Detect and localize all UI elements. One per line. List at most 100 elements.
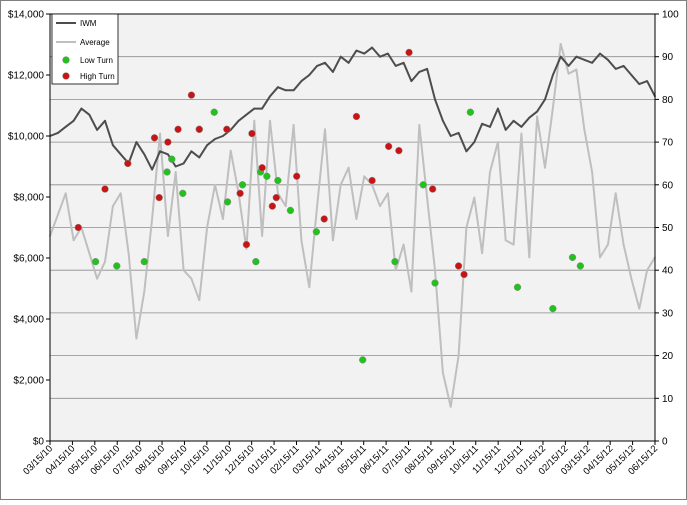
iwm-point <box>331 71 334 73</box>
high-turn-marker <box>150 134 159 142</box>
low-turn-marker <box>163 168 171 176</box>
average-point <box>646 269 649 272</box>
high-turn-marker <box>272 193 280 202</box>
low-turn-marker <box>274 176 282 185</box>
iwm-point <box>410 80 413 82</box>
iwm-point <box>166 153 169 156</box>
iwm-point <box>151 168 154 171</box>
average-point <box>127 252 130 255</box>
right-tick-label: 100 <box>662 10 679 21</box>
right-tick-label: 30 <box>662 308 674 319</box>
low-turn-marker <box>568 253 577 262</box>
high-turn-marker <box>368 176 376 185</box>
average-point <box>606 243 609 246</box>
iwm-point <box>512 119 515 122</box>
low-turn-marker <box>576 262 585 270</box>
iwm-point <box>599 52 601 55</box>
low-turn-marker <box>179 189 187 197</box>
average-point <box>331 239 334 242</box>
iwm-point <box>119 153 122 156</box>
average-point <box>496 141 499 144</box>
iwm-point <box>528 116 531 119</box>
iwm-point <box>646 80 649 82</box>
high-turn-marker <box>155 193 163 202</box>
right-tick-label: 10 <box>662 394 674 405</box>
iwm-point <box>559 55 562 58</box>
iwm-point <box>363 52 366 55</box>
high-turn-marker <box>174 125 182 133</box>
iwm-point <box>237 119 240 122</box>
iwm-point <box>544 98 546 101</box>
iwm-point <box>253 107 256 110</box>
legend-high-turn-label: High Turn <box>80 72 115 81</box>
average-point <box>434 269 436 272</box>
high-turn-marker <box>164 138 172 146</box>
iwm-point <box>96 129 99 131</box>
average-point <box>269 119 271 122</box>
iwm-point <box>606 58 609 61</box>
iwm-point <box>198 156 201 159</box>
iwm-point <box>418 71 421 73</box>
average-point <box>96 277 99 280</box>
series-iwm-line <box>49 46 656 171</box>
iwm-point <box>206 144 209 147</box>
average-point <box>536 115 539 118</box>
iwm-point <box>583 58 586 61</box>
average-point <box>363 175 366 178</box>
average-point <box>245 247 248 250</box>
iwm-point <box>261 107 264 110</box>
low-turn-marker <box>238 181 247 189</box>
iwm-point <box>308 74 311 76</box>
left-tick-label: $8,000 <box>13 193 44 204</box>
average-point <box>284 205 287 208</box>
low-turn-marker <box>91 258 100 266</box>
high-turn-marker <box>454 262 463 270</box>
low-turn-marker <box>513 283 522 291</box>
low-turn-marker <box>140 258 148 266</box>
iwm-point <box>630 74 633 76</box>
low-turn-marker <box>168 155 176 163</box>
right-tick-label: 80 <box>662 95 674 106</box>
legend-high-turn-marker <box>62 72 70 80</box>
iwm-point <box>159 150 161 153</box>
high-turn-marker <box>293 172 301 180</box>
iwm-point <box>434 98 436 101</box>
average-point <box>402 243 405 246</box>
average-point <box>182 269 185 272</box>
iwm-point <box>496 107 499 110</box>
high-turn-marker <box>428 185 437 193</box>
average-point <box>261 235 264 237</box>
left-tick-label: $4,000 <box>13 315 44 326</box>
right-tick-label: 70 <box>662 138 674 149</box>
iwm-point <box>339 55 342 58</box>
iwm-point <box>622 64 625 67</box>
average-point <box>347 166 350 169</box>
average-point <box>64 192 67 195</box>
average-point <box>276 192 279 195</box>
average-point <box>292 124 295 126</box>
low-turn-marker <box>312 228 321 236</box>
average-point <box>481 252 484 255</box>
high-turn-marker <box>187 91 196 99</box>
iwm-point <box>457 132 460 134</box>
iwm-point <box>300 80 303 82</box>
average-point <box>104 260 106 263</box>
average-point <box>465 226 468 229</box>
average-point <box>473 196 476 199</box>
right-tick-label: 0 <box>662 437 668 448</box>
average-point <box>410 290 413 293</box>
low-turn-marker <box>113 262 121 270</box>
low-turn-marker <box>223 198 232 206</box>
average-point <box>567 72 570 75</box>
iwm-point <box>214 138 216 140</box>
average-point <box>308 286 311 289</box>
average-point <box>174 171 177 173</box>
iwm-point <box>64 125 67 128</box>
legend-box <box>51 13 119 85</box>
right-tick-label: 60 <box>662 180 674 191</box>
average-point <box>72 239 75 242</box>
average-point <box>111 205 114 208</box>
average-point <box>418 124 421 126</box>
iwm-point <box>182 162 185 165</box>
average-point <box>520 132 523 135</box>
